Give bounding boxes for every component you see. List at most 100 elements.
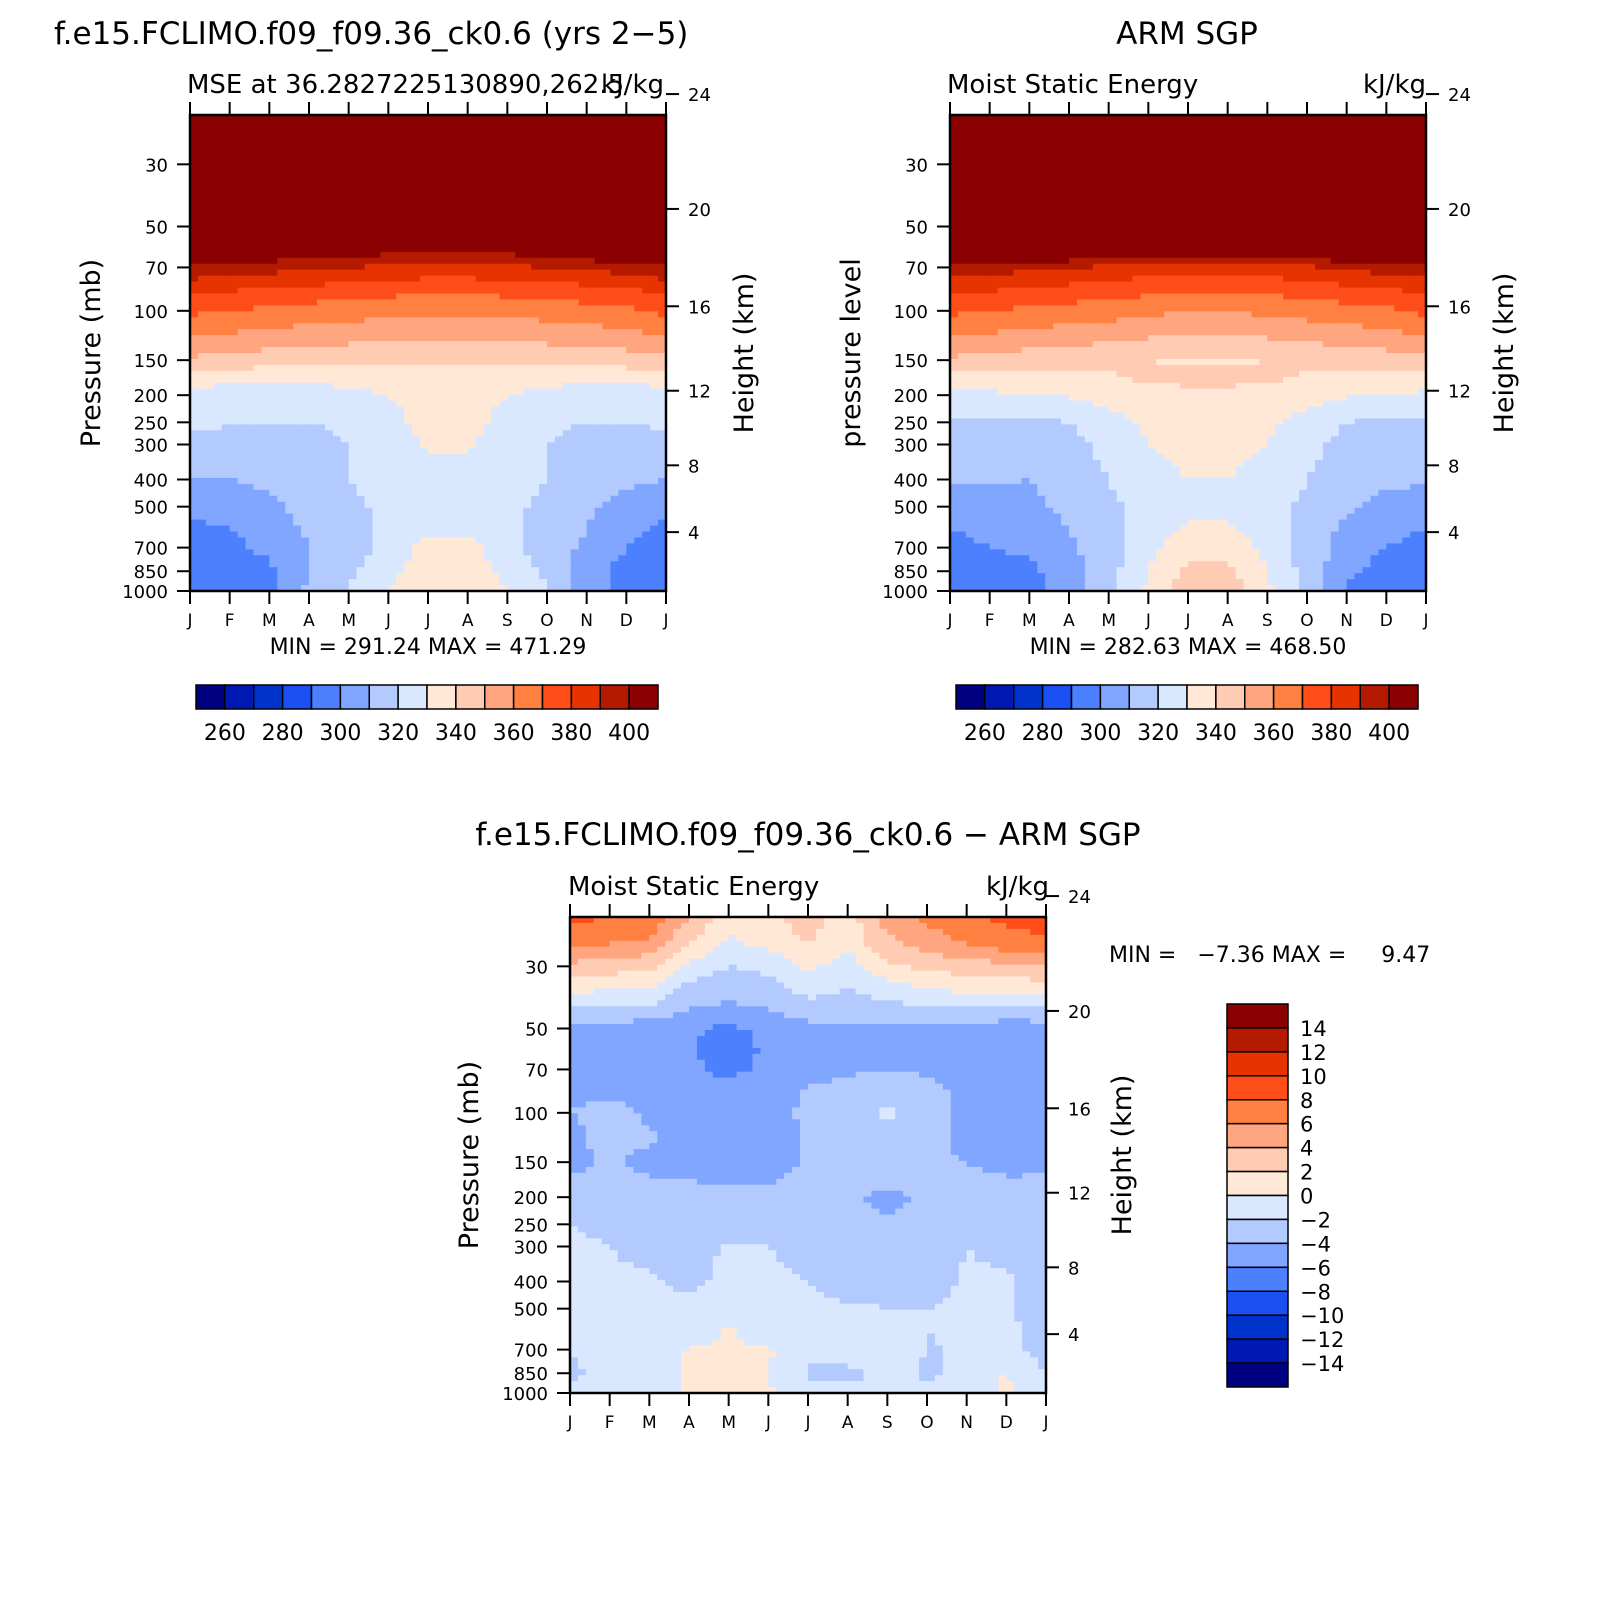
contour-cell (626, 573, 635, 580)
contour-cell (610, 329, 619, 336)
contour-cell (570, 394, 580, 402)
contour-cell (451, 317, 461, 324)
contour-cell (515, 115, 524, 122)
contour-cell (420, 115, 429, 122)
contour-cell (626, 513, 635, 521)
contour-cell (364, 162, 374, 170)
contour-cell (348, 579, 358, 586)
contour-cell (277, 335, 286, 342)
contour-cell (475, 430, 485, 437)
contour-cell (221, 347, 231, 354)
contour-cell (324, 573, 334, 580)
contour-cell (356, 168, 366, 176)
contour-cell (491, 466, 500, 473)
contour-cell (404, 180, 413, 187)
contour-cell (570, 424, 580, 431)
contour-cell (499, 347, 508, 354)
contour-cell (340, 573, 350, 580)
contour-cell (340, 317, 350, 324)
contour-cell (547, 269, 556, 277)
contour-cell (531, 275, 540, 283)
contour-cell (396, 329, 405, 336)
contour-cell (451, 412, 461, 420)
contour-cell (499, 239, 508, 247)
contour-cell (602, 210, 612, 217)
contour-cell (348, 513, 358, 521)
contour-cell (269, 436, 278, 443)
contour-cell (578, 400, 588, 408)
contour-cell (229, 251, 239, 259)
contour-cell (205, 454, 215, 461)
contour-cell (650, 162, 659, 170)
contour-cell (650, 251, 659, 259)
contour-cell (221, 150, 231, 158)
contour-cell (570, 472, 580, 479)
contour-cell (213, 549, 223, 556)
contour-cell (348, 543, 358, 550)
contour-cell (412, 579, 421, 586)
contour-cell (650, 477, 659, 485)
contour-cell (420, 430, 429, 437)
contour-cell (269, 424, 278, 431)
contour-cell (547, 418, 556, 425)
contour-cell (602, 245, 612, 253)
contour-cell (491, 573, 500, 580)
contour-cell (372, 472, 381, 479)
contour-cell (435, 216, 445, 223)
contour-cell (348, 567, 358, 574)
contour-cell (499, 150, 508, 158)
contour-cell (650, 329, 659, 336)
contour-cell (324, 418, 334, 425)
contour-cell (634, 537, 643, 544)
contour-cell (602, 341, 612, 348)
contour-cell (412, 150, 421, 158)
contour-cell (364, 120, 374, 128)
contour-cell (642, 174, 651, 182)
contour-cell (459, 239, 469, 247)
contour-cell (190, 323, 199, 330)
contour-cell (301, 305, 310, 312)
contour-cell (523, 329, 532, 336)
contour-cell (618, 251, 627, 259)
contour-cell (554, 228, 564, 235)
contour-cell (404, 585, 413, 592)
contour-cell (459, 382, 469, 390)
contour-cell (658, 406, 667, 414)
contour-cell (475, 162, 485, 170)
contour-cell (356, 287, 366, 295)
contour-cell (309, 353, 318, 360)
contour-cell (372, 513, 381, 521)
contour-cell (642, 263, 651, 271)
contour-cell (618, 287, 627, 295)
contour-cell (277, 454, 286, 461)
colorbar-swatch (599, 684, 630, 710)
contour-cell (309, 115, 318, 122)
contour-cell (507, 305, 516, 312)
contour-cell (293, 138, 302, 146)
contour-cell (650, 299, 659, 306)
contour-cell (658, 543, 667, 550)
contour-cell (364, 299, 374, 306)
contour-cell (348, 525, 358, 533)
contour-cell (309, 382, 318, 390)
contour-cell (642, 424, 651, 431)
contour-cell (562, 525, 572, 533)
contour-cell (404, 543, 413, 550)
contour-cell (467, 394, 477, 402)
contour-cell (499, 341, 508, 348)
contour-cell (443, 305, 453, 312)
contour-cell (269, 483, 278, 491)
contour-cell (245, 424, 255, 431)
contour-cell (578, 483, 588, 491)
contour-cell (309, 537, 318, 544)
contour-cell (578, 156, 588, 164)
contour-cell (205, 388, 215, 396)
contour-cell (213, 174, 223, 182)
contour-cell (261, 347, 270, 354)
contour-cell (531, 222, 540, 229)
contour-cell (507, 186, 516, 193)
contour-cell (388, 525, 397, 533)
contour-cell (269, 168, 278, 176)
contour-cell (602, 412, 612, 420)
contour-cell (610, 436, 619, 443)
